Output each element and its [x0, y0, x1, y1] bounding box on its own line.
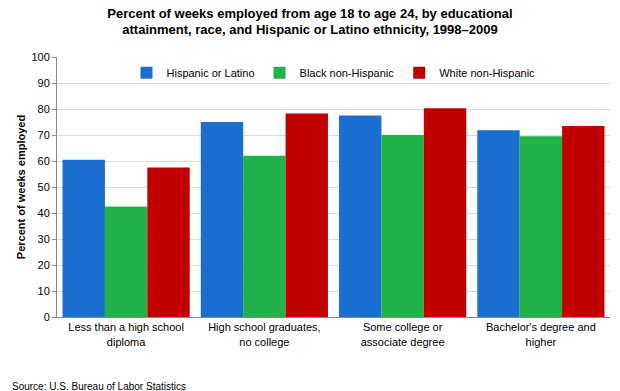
- svg-text:Some college orassociate degre: Some college orassociate degree: [361, 321, 445, 347]
- svg-text:Percent of weeks employed: Percent of weeks employed: [15, 115, 27, 259]
- svg-text:40: 40: [38, 207, 50, 219]
- svg-text:Percent of weeks employed from: Percent of weeks employed from age 18 to…: [107, 6, 512, 38]
- svg-text:20: 20: [38, 259, 50, 271]
- svg-text:Black non-Hispanic: Black non-Hispanic: [300, 67, 395, 79]
- svg-text:Source: U.S. Bureau of Labor S: Source: U.S. Bureau of Labor Statistics: [12, 381, 186, 391]
- svg-text:50: 50: [38, 181, 50, 193]
- svg-text:High school graduates,no colle: High school graduates,no college: [208, 321, 321, 347]
- svg-text:90: 90: [38, 77, 50, 89]
- svg-text:100: 100: [31, 51, 49, 63]
- svg-text:0: 0: [44, 311, 50, 323]
- svg-text:70: 70: [38, 129, 50, 141]
- svg-text:80: 80: [38, 103, 50, 115]
- svg-text:30: 30: [38, 233, 50, 245]
- svg-text:Hispanic or Latino: Hispanic or Latino: [167, 67, 255, 79]
- svg-text:White non-Hispanic: White non-Hispanic: [439, 67, 535, 79]
- svg-text:Bachelor's degree andhigher: Bachelor's degree andhigher: [486, 321, 596, 347]
- svg-text:10: 10: [38, 285, 50, 297]
- svg-text:60: 60: [38, 155, 50, 167]
- svg-text:Less than a high schooldiploma: Less than a high schooldiploma: [68, 321, 184, 347]
